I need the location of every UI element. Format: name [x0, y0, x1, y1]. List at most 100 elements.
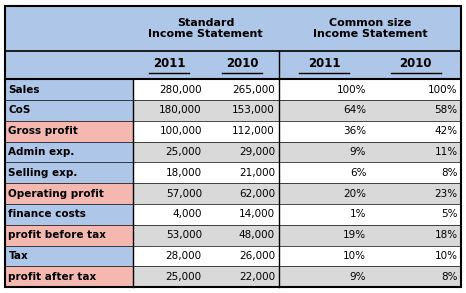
Bar — [132, 183, 206, 204]
Bar — [5, 162, 132, 183]
Bar — [370, 121, 461, 142]
Bar — [279, 100, 370, 121]
Bar — [279, 142, 370, 162]
Bar — [5, 204, 132, 225]
Text: Selling exp.: Selling exp. — [8, 168, 78, 178]
Bar — [279, 51, 370, 79]
Text: 8%: 8% — [441, 168, 458, 178]
Bar — [206, 225, 279, 246]
Text: 48,000: 48,000 — [239, 230, 275, 240]
Text: 10%: 10% — [343, 251, 366, 261]
Bar — [132, 162, 206, 183]
Text: 8%: 8% — [441, 272, 458, 282]
Text: 21,000: 21,000 — [239, 168, 275, 178]
Bar — [206, 142, 279, 162]
Text: 11%: 11% — [434, 147, 458, 157]
Bar — [279, 246, 370, 266]
Text: 23%: 23% — [434, 188, 458, 199]
Bar — [132, 100, 206, 121]
Text: 112,000: 112,000 — [232, 126, 275, 136]
Text: 100%: 100% — [428, 84, 458, 95]
Bar — [279, 183, 370, 204]
Text: 6%: 6% — [350, 168, 366, 178]
Text: Standard
Income Statement: Standard Income Statement — [148, 18, 263, 39]
Text: 153,000: 153,000 — [232, 105, 275, 115]
Text: 2011: 2011 — [153, 57, 185, 70]
Text: 2011: 2011 — [308, 57, 341, 70]
Bar — [132, 6, 279, 51]
Bar — [132, 121, 206, 142]
Bar — [5, 100, 132, 121]
Bar — [5, 121, 132, 142]
Bar — [279, 266, 370, 287]
Bar — [5, 225, 132, 246]
Text: 58%: 58% — [434, 105, 458, 115]
Bar — [370, 183, 461, 204]
Bar — [5, 6, 132, 51]
Text: 36%: 36% — [343, 126, 366, 136]
Bar — [370, 79, 461, 100]
Text: 62,000: 62,000 — [239, 188, 275, 199]
Bar — [5, 51, 132, 79]
Bar — [370, 142, 461, 162]
Bar — [370, 51, 461, 79]
Text: 2010: 2010 — [226, 57, 258, 70]
Text: Sales: Sales — [8, 84, 40, 95]
Text: 64%: 64% — [343, 105, 366, 115]
Text: 57,000: 57,000 — [166, 188, 202, 199]
Text: 180,000: 180,000 — [159, 105, 202, 115]
Bar — [132, 79, 206, 100]
Text: 14,000: 14,000 — [239, 209, 275, 219]
Bar — [132, 246, 206, 266]
Bar — [132, 142, 206, 162]
Bar — [132, 204, 206, 225]
Bar — [206, 204, 279, 225]
Bar — [206, 79, 279, 100]
Bar — [370, 204, 461, 225]
Bar — [370, 162, 461, 183]
Bar — [279, 6, 461, 51]
Text: 42%: 42% — [434, 126, 458, 136]
Bar — [370, 100, 461, 121]
Text: 4,000: 4,000 — [172, 209, 202, 219]
Text: 18%: 18% — [434, 230, 458, 240]
Text: 25,000: 25,000 — [166, 272, 202, 282]
Bar — [206, 100, 279, 121]
Bar — [279, 79, 370, 100]
Text: Admin exp.: Admin exp. — [8, 147, 75, 157]
Text: 25,000: 25,000 — [166, 147, 202, 157]
Bar — [5, 79, 132, 100]
Text: profit after tax: profit after tax — [8, 272, 96, 282]
Text: 22,000: 22,000 — [239, 272, 275, 282]
Text: Gross profit: Gross profit — [8, 126, 78, 136]
Text: 28,000: 28,000 — [166, 251, 202, 261]
Text: 9%: 9% — [350, 147, 366, 157]
Bar — [206, 183, 279, 204]
Bar — [206, 246, 279, 266]
Text: 26,000: 26,000 — [239, 251, 275, 261]
Bar — [370, 225, 461, 246]
Text: 9%: 9% — [350, 272, 366, 282]
Text: 19%: 19% — [343, 230, 366, 240]
Text: 1%: 1% — [350, 209, 366, 219]
Bar — [132, 266, 206, 287]
Bar — [370, 246, 461, 266]
Bar — [206, 121, 279, 142]
Bar — [132, 51, 206, 79]
Text: 280,000: 280,000 — [159, 84, 202, 95]
Bar — [279, 121, 370, 142]
Text: finance costs: finance costs — [8, 209, 86, 219]
Text: 265,000: 265,000 — [232, 84, 275, 95]
Text: 10%: 10% — [435, 251, 458, 261]
Bar — [279, 204, 370, 225]
Bar — [279, 225, 370, 246]
Bar — [206, 51, 279, 79]
Bar — [279, 162, 370, 183]
Bar — [5, 183, 132, 204]
Text: Operating profit: Operating profit — [8, 188, 104, 199]
Text: 100,000: 100,000 — [159, 126, 202, 136]
Bar — [206, 162, 279, 183]
Text: 2010: 2010 — [399, 57, 432, 70]
Bar — [132, 225, 206, 246]
Text: 18,000: 18,000 — [166, 168, 202, 178]
